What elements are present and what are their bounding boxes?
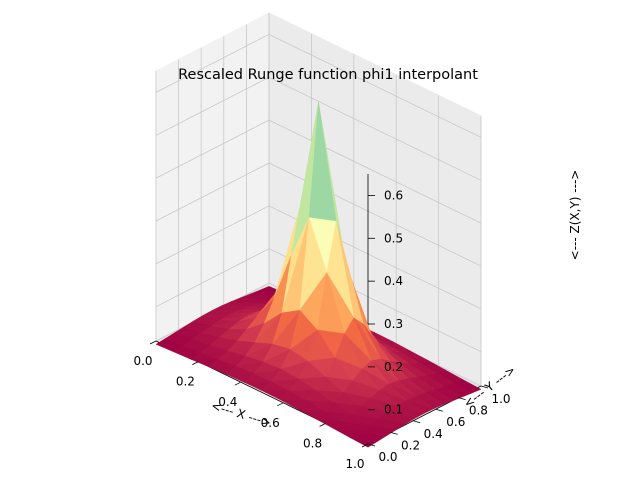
x-tick-label: 0.4 (218, 395, 237, 409)
grid-line-z (155, 119, 482, 224)
x-tick-label: 0.2 (176, 375, 195, 389)
chart-title: Rescaled Runge function phi1 interpolant (178, 67, 478, 83)
z-tick-label: 0.5 (384, 231, 403, 245)
grid-line-z (155, 76, 482, 181)
z-tick-label: 0.6 (384, 188, 403, 202)
grid-line-z (155, 205, 482, 310)
y-tick (480, 385, 489, 389)
grid-line-z (155, 162, 482, 267)
z-tick-label: 0.4 (384, 274, 403, 288)
y-tick-label: 0.4 (424, 427, 443, 441)
grid-line-z (155, 33, 482, 138)
x-tick-label: 0.8 (303, 436, 322, 450)
y-tick-label: 0.2 (401, 438, 420, 452)
x-tick-label: 0.0 (133, 354, 152, 368)
y-tick (367, 443, 376, 447)
z-tick-label: 0.3 (384, 317, 403, 331)
x-tick (319, 423, 326, 427)
x-tick-label: 1.0 (345, 457, 364, 471)
y-tick-label: 0.8 (469, 404, 488, 418)
z-axis-label: <--- Z(X,Y) ---> (568, 170, 582, 261)
surface-mesh (155, 101, 482, 448)
y-tick-label: 1.0 (491, 392, 510, 406)
y-tick (435, 408, 443, 412)
x-tick (361, 443, 369, 448)
x-axis-label: <--- X ---> (209, 398, 272, 430)
y-tick (390, 432, 398, 435)
y-tick-label: 0.0 (378, 450, 397, 464)
grid-line-z (155, 248, 482, 353)
z-tick-label: 0.1 (384, 403, 403, 417)
y-tick-label: 0.6 (446, 415, 465, 429)
y-tick (413, 420, 421, 424)
tick-marks: 0.00.20.40.60.81.0 0.00.20.40.60.81.00.10… (133, 188, 510, 471)
x-tick-label: 0.6 (261, 416, 280, 430)
z-tick-label: 0.2 (384, 360, 403, 374)
y-tick (458, 397, 466, 400)
x-tick (149, 340, 157, 345)
x-tick (277, 402, 284, 407)
x-tick (234, 381, 241, 386)
x-tick (192, 361, 199, 365)
